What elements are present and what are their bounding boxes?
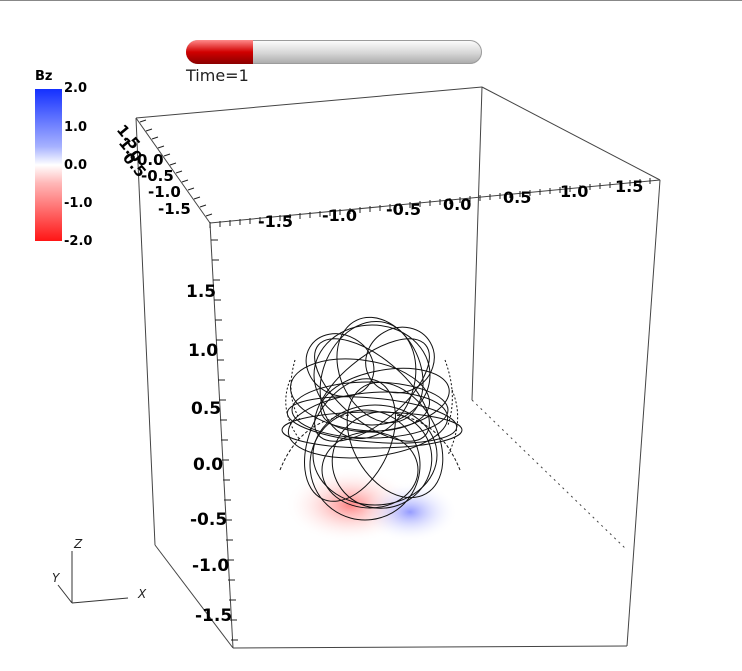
vertical-tick-label: -1.5 <box>195 606 232 626</box>
colorbar-label-max: 2.0 <box>64 81 88 96</box>
vertical-axis-labels: 1.5 1.0 0.5 0.0 -0.5 -1.0 -1.5 <box>186 282 232 626</box>
colorbar-gradient <box>35 89 62 241</box>
top-tick-label: 0.0 <box>443 195 471 214</box>
vertical-tick-label: -1.0 <box>192 556 229 576</box>
depth-tick-label: -1.0 <box>148 183 181 201</box>
triad-x-label: X <box>137 587 147 601</box>
vertical-tick-label: -0.5 <box>190 510 227 530</box>
colorbar-label-neg1: -1.0 <box>64 196 93 211</box>
depth-tick-label: 0.0 <box>137 151 164 169</box>
top-front-axis-labels: -1.5 -1.0 -0.5 0.0 0.5 1.0 1.5 <box>258 177 643 231</box>
top-tick-label: -0.5 <box>386 200 421 219</box>
colorbar-label-1: 1.0 <box>64 120 88 135</box>
time-slider-fill <box>186 40 253 64</box>
triad-y-label: Y <box>52 571 61 585</box>
top-tick-label: 1.0 <box>560 182 588 201</box>
triad-z-label: Z <box>73 537 83 551</box>
depth-axis-labels: 1.5 1.0 0.5 0.0 -0.5 -1.0 -1.5 <box>113 121 191 218</box>
colorbar-label-0: 0.0 <box>64 158 88 173</box>
magnetic-field-lines <box>279 316 463 521</box>
top-border <box>0 0 742 1</box>
vertical-tick-label: 1.5 <box>186 282 216 302</box>
time-label: Time=1 <box>186 66 249 85</box>
depth-tick-label: -0.5 <box>141 167 174 185</box>
colorbar-title: Bz <box>35 69 53 84</box>
bounding-box <box>135 86 661 649</box>
top-tick-label: 0.5 <box>503 188 531 207</box>
vertical-tick-label: 1.0 <box>188 341 218 361</box>
top-tick-label: -1.0 <box>322 206 357 225</box>
top-tick-label: -1.5 <box>258 212 293 231</box>
depth-tick-label: -1.5 <box>158 200 191 218</box>
vertical-tick-label: 0.5 <box>191 399 221 419</box>
time-slider[interactable] <box>186 40 482 64</box>
vertical-tick-label: 0.0 <box>193 455 223 475</box>
colorbar-label-min: -2.0 <box>64 234 93 249</box>
top-tick-label: 1.5 <box>615 177 643 196</box>
orientation-triad <box>57 551 129 604</box>
axis-ticks <box>139 119 651 641</box>
